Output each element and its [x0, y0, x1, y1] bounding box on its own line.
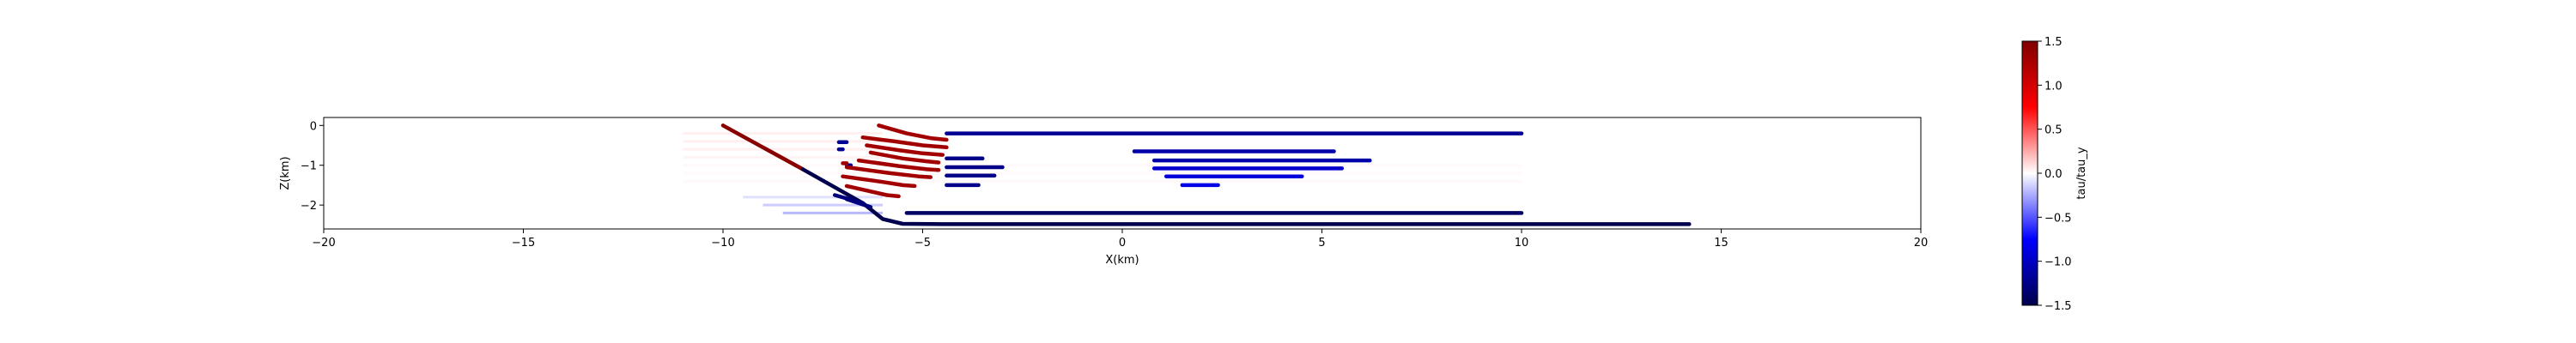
colorbar-tick-label: −0.5 — [2044, 212, 2072, 225]
series-seg-main-upper — [720, 123, 805, 172]
x-tick-label: 10 — [1515, 237, 1529, 250]
colorbar-gradient — [2021, 40, 2038, 306]
colorbar-ticks: 1.5 1.0 0.5 0.0 −0.5 −1.0 −1.5 — [2038, 36, 2072, 313]
x-tick-label: 15 — [1714, 237, 1728, 250]
series-seg-red-4 — [868, 150, 941, 165]
series-seg-red-5 — [856, 158, 941, 172]
x-tick-label: 20 — [1914, 237, 1929, 250]
series-seg-red-7 — [841, 174, 917, 189]
faint-bands — [683, 132, 1522, 214]
y-axis-label: Z(km) — [279, 156, 292, 190]
x-tick-label: −5 — [914, 237, 931, 250]
series-seg-red-2 — [860, 135, 949, 150]
colorbar-tick-label: −1.0 — [2044, 256, 2072, 269]
colorbar-tick-label: 0.5 — [2044, 124, 2063, 137]
series-seg-red-8 — [844, 184, 901, 199]
colorbar-tick-label: 1.0 — [2044, 80, 2063, 93]
series-seg-red-3 — [865, 143, 945, 157]
x-axis: −20 −15 −10 −5 0 5 10 15 20 — [312, 229, 1928, 250]
colorbar-tick-label: −1.5 — [2044, 300, 2072, 313]
x-tick-label: −15 — [512, 237, 535, 250]
colorbar-tick-label: 0.0 — [2044, 168, 2063, 181]
y-tick-label: 0 — [310, 120, 317, 133]
data-marks — [720, 123, 1692, 226]
x-tick-label: −20 — [312, 237, 335, 250]
x-tick-label: 5 — [1318, 237, 1325, 250]
x-axis-label: X(km) — [1105, 254, 1139, 267]
x-tick-label: −10 — [711, 237, 734, 250]
series-seg-red-1 — [877, 123, 949, 142]
series-seg-blue-left-2 — [844, 196, 873, 209]
x-tick-label: 0 — [1119, 237, 1126, 250]
series-seg-main-lower — [800, 167, 1692, 226]
plot-area — [323, 117, 1922, 230]
y-axis: 0 −1 −2 — [301, 120, 324, 213]
series-seg-red-6 — [844, 165, 933, 179]
y-tick-label: −1 — [301, 160, 317, 173]
colorbar: 1.5 1.0 0.5 0.0 −0.5 −1.0 −1.5 tau/tau_y — [2021, 36, 2088, 313]
y-tick-label: −2 — [301, 200, 317, 213]
colorbar-label: tau/tau_y — [2075, 147, 2088, 199]
colorbar-tick-label: 1.5 — [2044, 36, 2063, 49]
